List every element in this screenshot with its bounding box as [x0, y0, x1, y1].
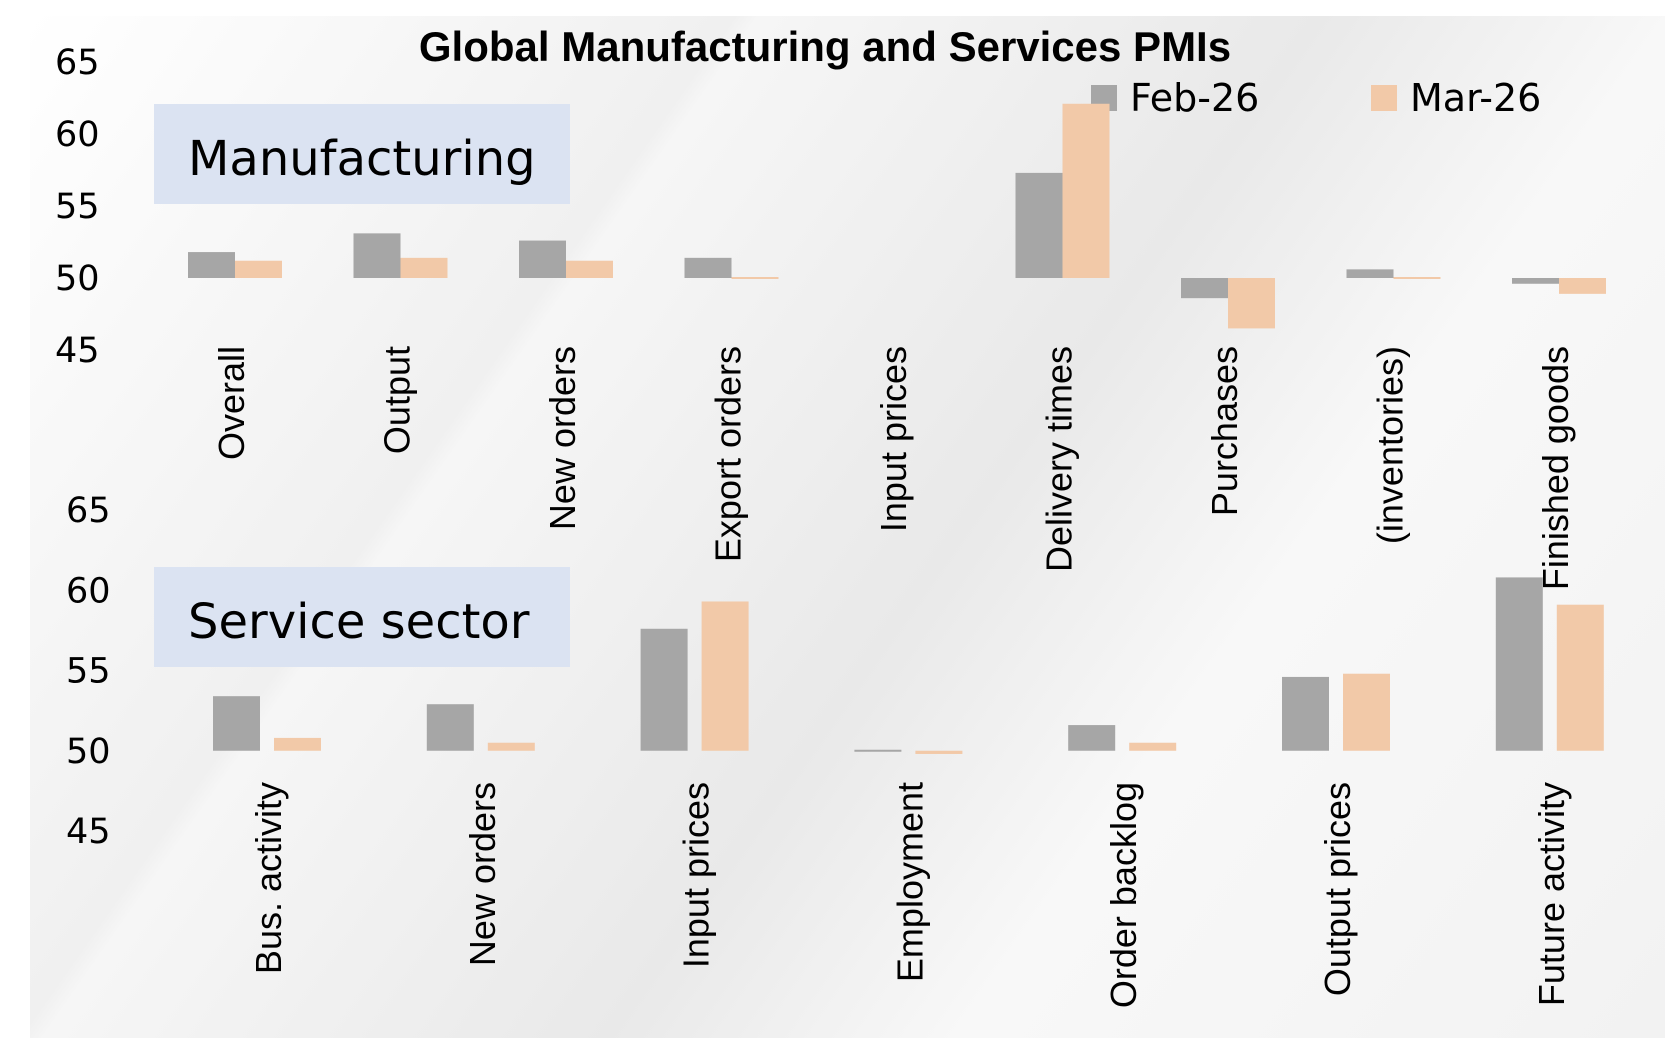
bar-output-prices-feb-26 [1282, 676, 1329, 751]
x-tick-label-input-prices: Input prices [676, 782, 717, 968]
bars-manufacturing [188, 103, 1606, 329]
bar-future-activity-mar-26 [1556, 604, 1604, 751]
y-tick-label: 55 [66, 652, 111, 692]
x-axis-service-sector: Bus. activity New orders Input prices Emplo… [248, 782, 1572, 1008]
x-tick-label-order-backlog: Order backlog [1103, 782, 1144, 1008]
y-tick-label: 65 [66, 491, 111, 531]
panel-service-sector: Service sector 65 60 55 50 45 Bus. activity N… [66, 491, 1604, 1008]
bar-finished-goods-feb-26 [1512, 278, 1559, 284]
x-tick-label-future-activity: Future activity [1531, 782, 1572, 1006]
x-tick-label-bus-activity: Bus. activity [248, 782, 289, 974]
bar-output-feb-26 [353, 233, 401, 278]
bar-inventories-mar-26 [1393, 277, 1441, 279]
x-tick-label-overall: Overall [211, 346, 252, 460]
panel-label-manufacturing: Manufacturing [188, 131, 536, 187]
bar-purchases-mar-26 [1228, 278, 1275, 329]
y-tick-label: 45 [66, 812, 111, 852]
x-tick-label-inventories: (inventories) [1370, 346, 1411, 544]
bar-purchases-feb-26 [1181, 278, 1228, 299]
bar-new-orders-feb-26 [519, 240, 566, 278]
y-tick-label: 50 [55, 259, 100, 299]
y-tick-label: 50 [66, 732, 111, 772]
y-tick-label: 60 [55, 115, 100, 155]
bar-delivery-times-feb-26 [1015, 172, 1063, 278]
bar-input-prices-feb-26 [640, 628, 688, 751]
x-tick-label-export-orders: Export orders [708, 346, 749, 562]
bar-bus-activity-feb-26 [213, 696, 260, 751]
bar-future-activity-feb-26 [1495, 577, 1543, 751]
chart-title: Global Manufacturing and Services PMIs [419, 23, 1231, 70]
bar-delivery-times-mar-26 [1062, 103, 1110, 278]
bar-employment-mar-26 [915, 750, 963, 754]
panel-label-service-sector: Service sector [188, 594, 530, 650]
y-tick-label: 60 [66, 571, 111, 611]
bar-new-orders-mar-26 [487, 742, 535, 751]
bar-employment-feb-26 [854, 749, 902, 752]
bar-finished-goods-mar-26 [1559, 278, 1606, 294]
legend-swatch-mar-26 [1371, 85, 1397, 111]
x-tick-label-output-prices: Output prices [1317, 782, 1358, 996]
legend-label-feb-26: Feb-26 [1130, 76, 1259, 120]
x-tick-label-delivery-times: Delivery times [1039, 346, 1080, 572]
bar-new-orders-feb-26 [426, 704, 474, 751]
y-tick-label: 45 [55, 331, 100, 371]
x-tick-label-output: Output [377, 346, 418, 454]
y-axis-service-sector: 65 60 55 50 45 [66, 491, 111, 852]
y-tick-label: 55 [55, 187, 100, 227]
panel-label-box [154, 567, 570, 667]
bar-input-prices-mar-26 [701, 601, 749, 751]
bar-bus-activity-mar-26 [274, 737, 321, 751]
x-tick-label-new-orders: New orders [462, 782, 503, 966]
bar-order-backlog-mar-26 [1129, 742, 1177, 751]
bars-service-sector [213, 577, 1604, 754]
x-tick-label-new-orders: New orders [542, 346, 583, 530]
legend: Feb-26 Mar-26 [1091, 76, 1541, 120]
x-tick-label-employment: Employment [889, 782, 930, 982]
legend-label-mar-26: Mar-26 [1410, 76, 1541, 120]
bar-export-orders-mar-26 [731, 277, 779, 279]
bar-export-orders-feb-26 [684, 257, 732, 278]
bar-order-backlog-feb-26 [1068, 725, 1116, 751]
x-tick-label-purchases: Purchases [1204, 346, 1245, 516]
bar-output-prices-mar-26 [1343, 673, 1390, 751]
panel-manufacturing: Manufacturing 65 60 55 50 45 Overall Output Ne… [55, 43, 1606, 590]
bar-overall-mar-26 [235, 260, 282, 278]
panel-label-box [154, 104, 570, 204]
x-tick-label-input-prices: Input prices [873, 346, 914, 532]
bar-new-orders-mar-26 [566, 260, 613, 278]
x-axis-manufacturing: Overall Output New orders Export orders Inpu… [211, 346, 1576, 590]
bar-overall-feb-26 [188, 252, 235, 278]
x-tick-label-finished-goods: Finished goods [1535, 346, 1576, 590]
y-tick-label: 65 [55, 43, 100, 83]
y-axis-manufacturing: 65 60 55 50 45 [55, 43, 100, 371]
bar-output-mar-26 [400, 257, 448, 278]
bar-inventories-feb-26 [1346, 269, 1394, 278]
